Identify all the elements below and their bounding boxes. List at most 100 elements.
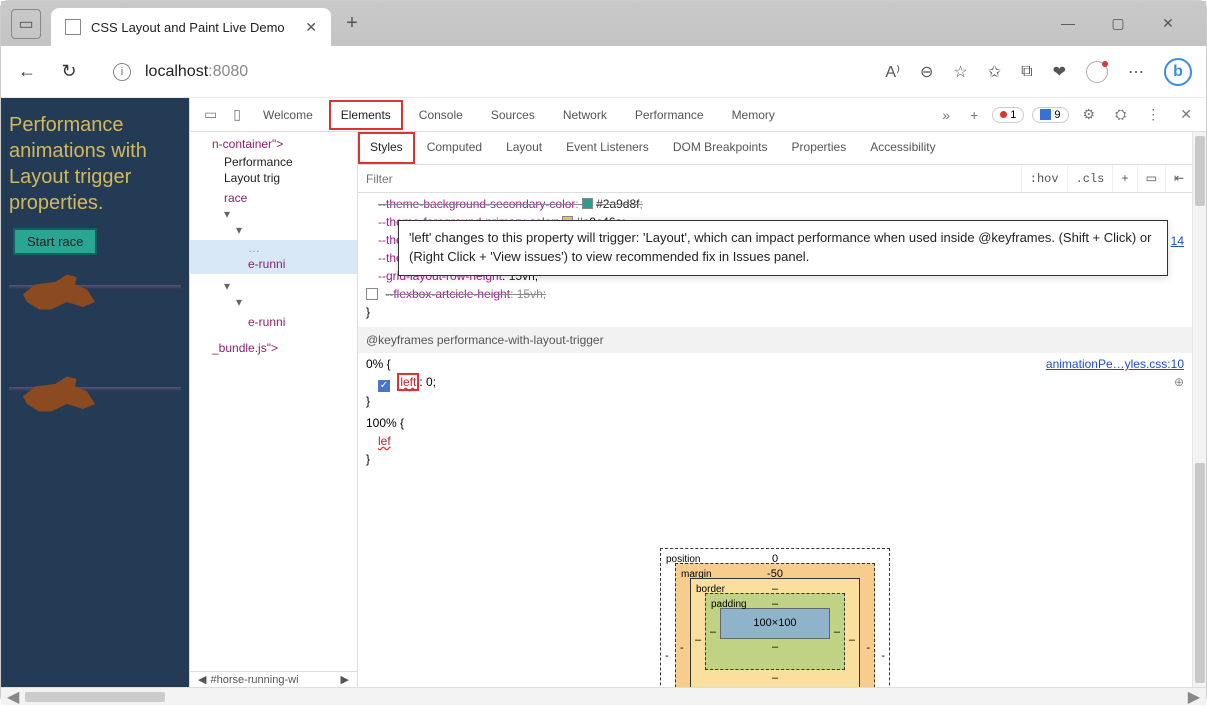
dom-line[interactable]: e-runni <box>190 256 357 272</box>
devtools-tab-network[interactable]: Network <box>551 100 619 130</box>
breadcrumb[interactable]: #horse-running-wi <box>210 674 336 686</box>
browser-tab[interactable]: CSS Layout and Paint Live Demo ✕ <box>51 8 331 46</box>
devtools-tab-memory[interactable]: Memory <box>720 100 787 130</box>
dom-line[interactable]: Layout trig <box>190 170 357 186</box>
rule-checkbox[interactable] <box>366 288 378 300</box>
dom-tree-panel: n-container">PerformanceLayout trigrace▾… <box>190 132 358 687</box>
source-link[interactable]: animationPe…yles.css:10 <box>1046 355 1184 373</box>
workspaces-icon[interactable]: ▭ <box>11 9 41 39</box>
styles-rules[interactable]: --theme-background-secondary-color: #2a9… <box>358 193 1192 687</box>
close-tab-icon[interactable]: ✕ <box>305 19 317 36</box>
color-format-icon[interactable]: ▭ <box>1137 165 1165 192</box>
dom-line[interactable]: ▾ <box>190 278 357 294</box>
new-style-icon[interactable]: + <box>1112 165 1136 192</box>
site-info-icon[interactable]: i <box>113 63 131 81</box>
maximize-button[interactable]: ▢ <box>1100 15 1136 32</box>
bing-icon[interactable]: b <box>1164 58 1192 86</box>
settings-gear-icon[interactable]: ⚙ <box>1077 106 1102 123</box>
page-heading: Performance animations with Layout trigg… <box>9 112 181 216</box>
css-rule-line[interactable]: --theme-background-secondary-color: #2a9… <box>366 195 1184 213</box>
styles-tab-styles[interactable]: Styles <box>358 132 415 164</box>
source-link-14[interactable]: 14 <box>1171 232 1184 250</box>
breadcrumb-right-icon[interactable]: ▶ <box>337 673 353 686</box>
refresh-button[interactable]: ↻ <box>57 61 81 82</box>
start-race-button[interactable]: Start race <box>13 228 97 255</box>
styles-panel: StylesComputedLayoutEvent ListenersDOM B… <box>358 132 1192 687</box>
back-button[interactable]: ← <box>15 61 39 82</box>
devtools-tab-welcome[interactable]: Welcome <box>251 100 325 130</box>
styles-tab-event-listeners[interactable]: Event Listeners <box>554 132 661 164</box>
devtools-scrollbar[interactable] <box>1192 132 1206 687</box>
favorites-bar-icon[interactable]: ✩ <box>988 62 1001 82</box>
inspect-icon[interactable]: ▭ <box>198 106 223 123</box>
devtools-tab-performance[interactable]: Performance <box>623 100 716 130</box>
devtools-panel: ▭ ▯ WelcomeElementsConsoleSourcesNetwork… <box>189 98 1206 687</box>
styles-tab-computed[interactable]: Computed <box>415 132 494 164</box>
browser-hscrollbar[interactable]: ◀ ▶ <box>1 687 1206 705</box>
messages-pill[interactable]: 9 <box>1032 107 1068 123</box>
scroll-thumb[interactable] <box>25 692 165 702</box>
css-rule-line[interactable]: ✓ left: 0; ⊕ <box>366 373 1184 392</box>
collections-icon[interactable]: ⧉ <box>1021 63 1032 81</box>
device-icon[interactable]: ▯ <box>227 106 247 123</box>
devtools-body: n-container">PerformanceLayout trigrace▾… <box>190 132 1206 687</box>
horse-icon <box>19 369 99 419</box>
dom-line[interactable]: race <box>190 190 357 206</box>
keyframes-0-block: 0% { animationPe…yles.css:10 <box>366 355 1184 373</box>
dom-line[interactable]: ▾ <box>190 222 357 238</box>
rule-close: } <box>366 450 1184 468</box>
dom-breadcrumb-bar: ◀ #horse-running-wi ▶ <box>190 671 357 687</box>
close-window-button[interactable]: ✕ <box>1150 15 1186 32</box>
more-tabs-icon[interactable]: » <box>936 107 956 123</box>
dom-line[interactable]: _bundle.js"> <box>190 340 357 356</box>
dom-line[interactable]: ▾ <box>190 294 357 310</box>
css-rule-line[interactable]: lef <box>366 432 1184 450</box>
dom-line[interactable]: n-container"> <box>190 136 357 152</box>
rule-close: } <box>366 303 1184 321</box>
add-rule-icon[interactable]: ⊕ <box>1174 373 1184 391</box>
hov-button[interactable]: :hov <box>1021 165 1067 192</box>
new-tab-button[interactable]: + <box>335 12 369 35</box>
devtools-tab-elements[interactable]: Elements <box>329 100 403 130</box>
profile-avatar[interactable] <box>1086 61 1108 83</box>
dom-line[interactable] <box>190 240 357 256</box>
favorite-icon[interactable]: ☆ <box>953 62 967 82</box>
close-devtools-icon[interactable]: ✕ <box>1174 106 1198 123</box>
keyframes-100-block: 100% { <box>366 414 1184 432</box>
breadcrumb-left-icon[interactable]: ◀ <box>194 673 210 686</box>
styles-tab-accessibility[interactable]: Accessibility <box>858 132 947 164</box>
styles-tab-dom-breakpoints[interactable]: DOM Breakpoints <box>661 132 780 164</box>
styles-tab-layout[interactable]: Layout <box>494 132 554 164</box>
highlighted-property[interactable]: left <box>397 373 419 391</box>
zoom-icon[interactable]: ⊖ <box>920 62 933 82</box>
styles-tab-properties[interactable]: Properties <box>780 132 859 164</box>
dom-line[interactable]: ▾ <box>190 206 357 222</box>
devtools-tab-sources[interactable]: Sources <box>479 100 547 130</box>
read-aloud-icon[interactable]: A⁾ <box>885 62 900 82</box>
window-controls: — ▢ ✕ <box>1050 15 1206 32</box>
devtools-tab-console[interactable]: Console <box>407 100 475 130</box>
dom-line[interactable]: e-runni <box>190 314 357 330</box>
dom-tree[interactable]: n-container">PerformanceLayout trigrace▾… <box>190 132 357 671</box>
favicon-icon <box>65 19 81 35</box>
dom-line[interactable] <box>190 358 357 360</box>
address-bar[interactable]: i localhost:8080 <box>99 55 579 89</box>
new-tab-icon[interactable]: + <box>964 107 984 123</box>
toggle-pane-icon[interactable]: ⇤ <box>1165 165 1192 192</box>
styles-filter-input[interactable] <box>358 172 1021 186</box>
tab-title: CSS Layout and Paint Live Demo <box>91 20 295 35</box>
toolbar: ← ↻ i localhost:8080 A⁾ ⊖ ☆ ✩ ⧉ ❤ ⋯ b <box>1 46 1206 98</box>
rule-checkbox[interactable]: ✓ <box>378 380 390 392</box>
main-content: Performance animations with Layout trigg… <box>1 98 1206 687</box>
dom-line[interactable]: Performance <box>190 154 357 170</box>
kebab-icon[interactable]: ⋮ <box>1140 106 1166 123</box>
health-icon[interactable]: ❤ <box>1053 62 1066 82</box>
minimize-button[interactable]: — <box>1050 15 1086 32</box>
settings-icon[interactable]: ⛭ <box>1109 106 1132 123</box>
bm-position: position 0 - - margin -50 - - border <box>660 548 890 687</box>
errors-pill[interactable]: 1 <box>992 107 1024 123</box>
cls-button[interactable]: .cls <box>1067 165 1113 192</box>
css-rule-line[interactable]: --flexbox-artcicle-height: 15vh; <box>366 285 1184 303</box>
jockey-icon <box>49 359 63 375</box>
more-menu-icon[interactable]: ⋯ <box>1128 62 1144 82</box>
